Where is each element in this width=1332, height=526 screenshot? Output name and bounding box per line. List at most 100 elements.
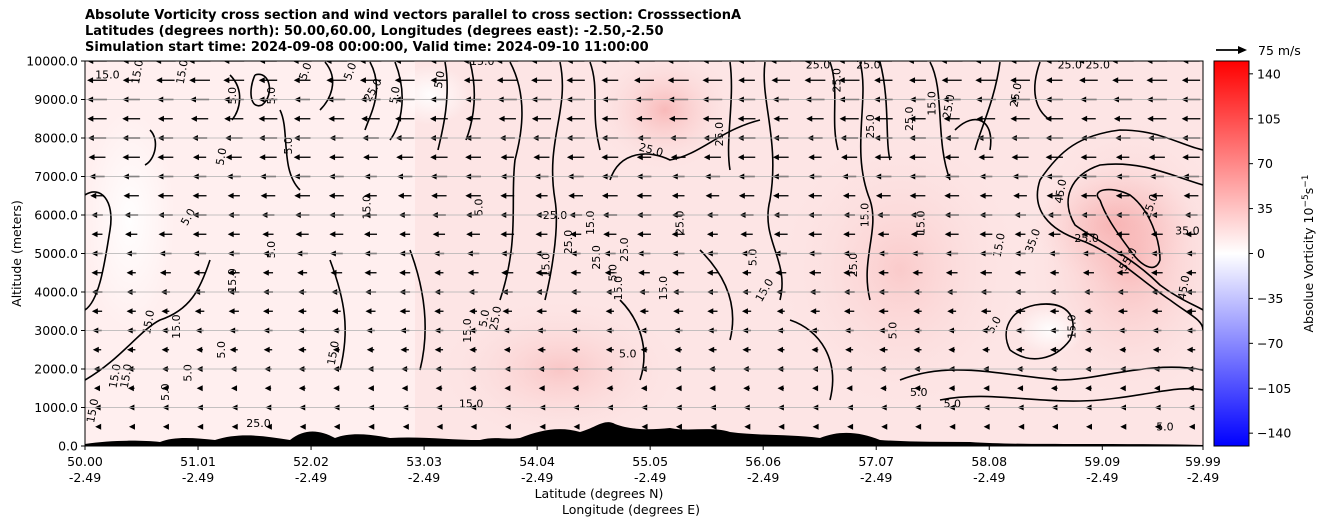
contour-label: 15.0: [129, 59, 146, 85]
wind-arrowhead: [503, 346, 510, 353]
y-tick-label: 8000.0: [34, 131, 78, 146]
wind-arrowhead: [88, 154, 95, 161]
wind-arrowhead: [264, 385, 271, 392]
wind-arrowhead: [976, 115, 983, 122]
contour-label: 5.0: [944, 398, 962, 411]
wind-arrowhead: [638, 269, 645, 276]
wind-arrowhead: [127, 385, 134, 392]
wind-arrowhead: [808, 269, 815, 276]
contour-line: [437, 61, 448, 151]
wind-arrowhead: [671, 231, 678, 238]
wind-arrowhead: [944, 154, 951, 161]
wind-arrowhead: [808, 154, 815, 161]
wind-arrowhead: [603, 231, 610, 238]
contour-label: 15.0: [174, 59, 191, 85]
wind-arrowhead: [265, 423, 272, 430]
wind-arrowhead: [878, 269, 885, 276]
contour-label: 25.0: [940, 93, 957, 119]
contour-label: 5.0: [265, 241, 278, 259]
wind-arrowhead: [566, 61, 573, 64]
x-tick-label-lon: -2.49: [295, 470, 327, 485]
x-tick-label-lon: -2.49: [521, 470, 553, 485]
wind-arrowhead: [332, 346, 339, 353]
wind-arrowhead: [983, 423, 990, 430]
wind-arrowhead: [772, 154, 779, 161]
wind-arrowhead: [329, 154, 336, 161]
wind-arrowhead: [667, 61, 674, 64]
colorbar-tick-label: 105: [1257, 111, 1281, 126]
colorbar-tick-label: −35: [1257, 291, 1283, 306]
wind-arrowhead: [743, 385, 750, 392]
wind-arrowhead: [298, 385, 305, 392]
contour-line: [1005, 303, 1074, 360]
wind-arrowhead: [368, 423, 375, 430]
contour-line: [1067, 163, 1203, 311]
wind-arrowhead: [640, 385, 647, 392]
wind-arrowhead: [1115, 154, 1122, 161]
wind-arrowhead: [400, 346, 407, 353]
contour-line: [279, 109, 301, 191]
wind-arrowhead: [982, 346, 989, 353]
wind-arrowhead: [914, 385, 921, 392]
wind-arrowhead: [879, 346, 886, 353]
wind-arrowhead: [838, 61, 845, 64]
wind-arrowhead: [197, 423, 204, 430]
wind-arrowhead: [978, 154, 985, 161]
wind-arrowhead: [328, 192, 335, 199]
wind-arrowhead: [674, 346, 681, 353]
wind-arrowhead: [1017, 385, 1024, 392]
contour-label: 15.0: [118, 363, 135, 389]
wind-arrowhead: [325, 61, 332, 64]
x-tick-label-lon: -2.49: [182, 470, 214, 485]
wind-arrowhead: [1188, 423, 1195, 430]
wind-arrowhead: [668, 115, 675, 122]
wind-arrowhead: [803, 61, 810, 64]
wind-arrowhead: [297, 308, 304, 315]
x-tick-label-lon: -2.49: [860, 470, 892, 485]
wind-arrowhead: [843, 231, 850, 238]
x-tick-label-lat: 57.07: [858, 454, 894, 469]
contour-label: 5.0: [265, 87, 278, 105]
wind-arrowhead: [535, 231, 542, 238]
wind-arrowhead: [1150, 231, 1157, 238]
wind-arrowhead: [402, 423, 409, 430]
wind-arrowhead: [500, 192, 507, 199]
wind-arrowhead: [1014, 308, 1021, 315]
y-tick-label: 1000.0: [34, 400, 78, 415]
wind-arrowhead: [227, 231, 234, 238]
wind-arrowhead: [504, 423, 511, 430]
wind-arrowhead: [92, 346, 99, 353]
wind-arrowhead: [465, 115, 472, 122]
contour-line: [763, 61, 783, 301]
colorbar-label-exponent-2: −1: [1301, 174, 1311, 187]
contour-label: 15.0: [914, 210, 927, 235]
wind-arrowhead: [401, 385, 408, 392]
contour-label: 25.0: [847, 253, 860, 278]
wind-arrowhead: [231, 385, 238, 392]
wind-arrowhead: [498, 115, 505, 122]
contour-line: [619, 299, 645, 381]
wind-arrowhead: [1185, 231, 1192, 238]
wind-arrowhead: [636, 192, 643, 199]
wind-arrowhead: [773, 115, 780, 122]
wind-arrowhead: [738, 77, 745, 84]
wind-arrowhead: [909, 77, 916, 84]
contour-line: [899, 366, 1203, 381]
wind-arrowhead: [975, 61, 982, 64]
wind-arrowhead: [262, 269, 269, 276]
contour-label: 5.0: [1156, 421, 1174, 434]
wind-arrowhead: [364, 269, 371, 276]
wind-arrowhead: [496, 61, 503, 64]
wind-arrowhead: [604, 269, 611, 276]
wind-arrowhead: [1113, 115, 1120, 122]
wind-arrowhead: [228, 308, 235, 315]
wind-arrowhead: [366, 346, 373, 353]
contour-line: [144, 129, 157, 166]
wind-arrowhead: [223, 77, 230, 84]
wind-arrowhead: [1154, 423, 1161, 430]
x-tick-label-lat: 55.05: [632, 454, 668, 469]
wind-arrowhead: [606, 385, 613, 392]
contour-label: 15.0: [657, 276, 670, 301]
contour-label: 15.0: [584, 210, 597, 235]
